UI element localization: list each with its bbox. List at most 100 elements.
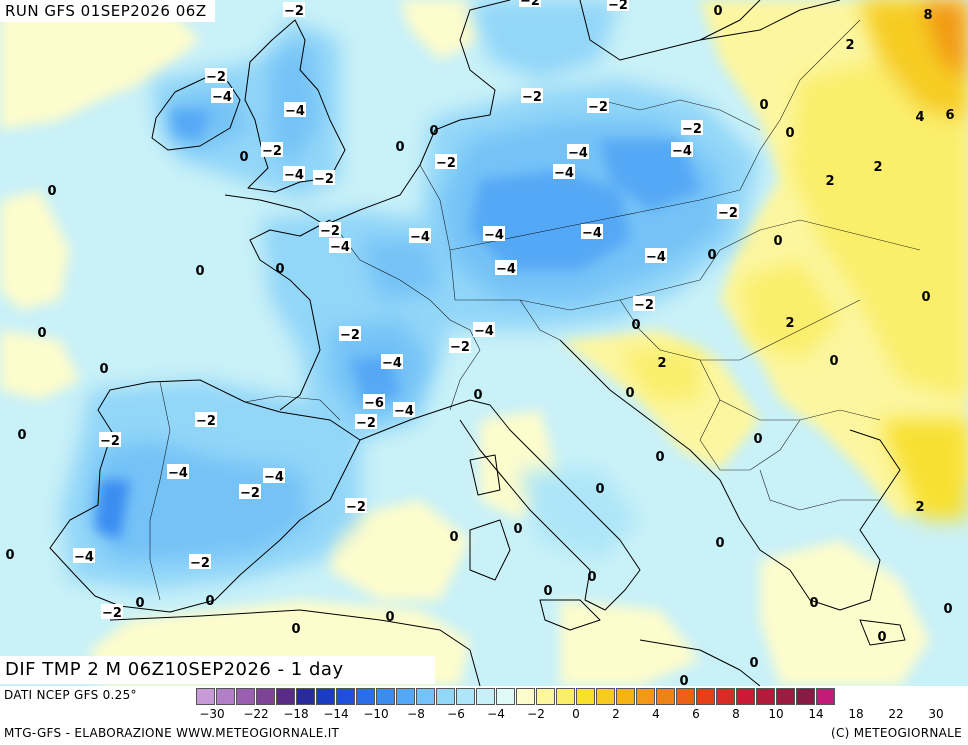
legend-swatch — [276, 688, 295, 705]
data-source-label: DATI NCEP GFS 0.25° — [4, 688, 137, 702]
legend-swatch — [756, 688, 775, 705]
map-value-label: −2 — [101, 604, 123, 621]
map-value-label: −4 — [473, 322, 495, 339]
map-value-label: 2 — [657, 356, 666, 371]
svg-text:0: 0 — [773, 234, 782, 249]
legend-swatch — [536, 688, 555, 705]
legend-swatch — [296, 688, 315, 705]
map-value-label: −4 — [284, 102, 306, 119]
svg-text:−2: −2 — [450, 340, 470, 355]
map-value-label: −2 — [345, 498, 367, 515]
map-value-label: −4 — [553, 164, 575, 181]
map-value-label: 2 — [915, 500, 924, 515]
legend-tick-label: 2 — [612, 707, 620, 721]
svg-text:0: 0 — [239, 150, 248, 165]
svg-text:−4: −4 — [74, 550, 94, 565]
svg-text:−4: −4 — [410, 230, 430, 245]
legend-swatch — [376, 688, 395, 705]
map-value-label: −4 — [483, 226, 505, 243]
legend-swatch — [816, 688, 835, 705]
map-value-label: 0 — [395, 140, 404, 155]
legend-swatch — [716, 688, 735, 705]
map-value-label: 2 — [825, 174, 834, 189]
svg-text:0: 0 — [135, 596, 144, 611]
svg-text:0: 0 — [291, 622, 300, 637]
map-value-label: 0 — [5, 548, 14, 563]
legend-tick-label: −2 — [527, 707, 545, 721]
svg-text:−4: −4 — [496, 262, 516, 277]
svg-text:−2: −2 — [100, 434, 120, 449]
svg-text:4: 4 — [915, 110, 924, 125]
map-value-label: −2 — [435, 154, 457, 171]
legend-swatch — [736, 688, 755, 705]
map-value-label: −2 — [607, 0, 629, 13]
legend-swatch — [316, 688, 335, 705]
map-value-label: 0 — [473, 388, 482, 403]
svg-text:−4: −4 — [484, 228, 504, 243]
legend-tick-label: 8 — [732, 707, 740, 721]
map-value-label: 0 — [513, 522, 522, 537]
svg-text:−2: −2 — [436, 156, 456, 171]
map-value-label: −2 — [339, 326, 361, 343]
run-label: RUN GFS 01SEP2026 06Z — [0, 0, 215, 22]
map-value-label: 0 — [829, 354, 838, 369]
svg-text:−2: −2 — [196, 414, 216, 429]
svg-text:−2: −2 — [190, 556, 210, 571]
legend-tick-label: 0 — [572, 707, 580, 721]
map-value-label: 0 — [713, 4, 722, 19]
svg-text:2: 2 — [915, 500, 924, 515]
svg-text:0: 0 — [17, 428, 26, 443]
map-value-label: 0 — [135, 596, 144, 611]
svg-text:0: 0 — [587, 570, 596, 585]
svg-text:−2: −2 — [634, 298, 654, 313]
svg-text:0: 0 — [543, 584, 552, 599]
svg-text:0: 0 — [829, 354, 838, 369]
svg-text:−4: −4 — [285, 104, 305, 119]
legend-tick-label: −22 — [243, 707, 269, 721]
map-canvas: −2−2 −2 0 82−2−4 −2−2 0−4 4 60 −2 00−2 −4 −40 −2 2−4−… — [0, 0, 968, 686]
svg-text:0: 0 — [205, 594, 214, 609]
map-value-label: 0 — [195, 264, 204, 279]
map-value-label: −2 — [313, 170, 335, 187]
legend-swatch — [476, 688, 495, 705]
svg-text:0: 0 — [449, 530, 458, 545]
credit-left: MTG-GFS - ELABORAZIONE WWW.METEOGIORNALE… — [4, 726, 340, 740]
svg-text:−6: −6 — [364, 396, 384, 411]
legend-swatch — [796, 688, 815, 705]
warm-anomaly-areas — [620, 0, 968, 520]
map-value-label: 0 — [707, 248, 716, 263]
map-value-label: 0 — [877, 630, 886, 645]
map-value-labels: −2−2 −2 0 82−2−4 −2−2 0−4 4 60 −2 00−2 −4 −40 −2 2−4−… — [5, 0, 955, 686]
legend-swatch — [596, 688, 615, 705]
svg-text:−4: −4 — [284, 168, 304, 183]
map-value-label: 0 — [679, 674, 688, 686]
map-value-label: 0 — [785, 126, 794, 141]
svg-text:−4: −4 — [330, 240, 350, 255]
map-value-label: −6 — [363, 394, 385, 411]
map-value-label: −2 — [449, 338, 471, 355]
svg-text:−4: −4 — [382, 356, 402, 371]
map-value-label: 0 — [449, 530, 458, 545]
legend-swatch — [216, 688, 235, 705]
svg-text:8: 8 — [923, 8, 932, 23]
legend-swatch — [456, 688, 475, 705]
svg-text:−2: −2 — [520, 0, 540, 9]
svg-text:−2: −2 — [102, 606, 122, 621]
map-value-label: −2 — [587, 98, 609, 115]
map-value-label: −4 — [283, 166, 305, 183]
color-scale-labels: −30 −22 −18 −14 −10 −8 −6 −4 −2 0 2 4 6 8 10 14 18 22 30 — [186, 707, 966, 721]
legend-tick-label: 18 — [848, 707, 864, 721]
deep-negative-areas — [95, 110, 700, 540]
legend-tick-label: 10 — [768, 707, 784, 721]
credit-right: (C) METEOGIORNALE — [830, 726, 962, 740]
svg-text:2: 2 — [785, 316, 794, 331]
map-value-label: 0 — [809, 596, 818, 611]
map-value-label: −4 — [73, 548, 95, 565]
legend-swatch — [696, 688, 715, 705]
map-value-label: 0 — [631, 318, 640, 333]
map-value-label: 0 — [37, 326, 46, 341]
map-value-label: −2 — [283, 2, 305, 19]
svg-text:0: 0 — [513, 522, 522, 537]
svg-text:0: 0 — [759, 98, 768, 113]
svg-text:0: 0 — [595, 482, 604, 497]
